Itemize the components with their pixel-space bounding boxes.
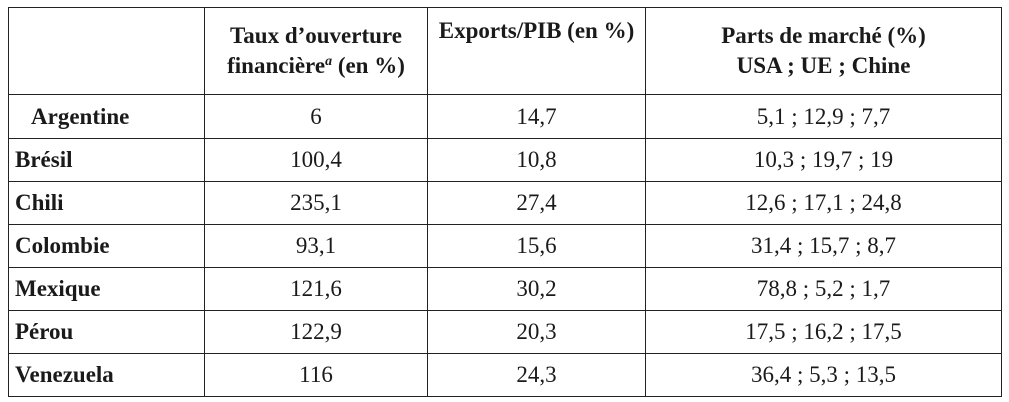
- header-empty-cell: [8, 7, 205, 95]
- country-cell: Brésil: [8, 138, 205, 182]
- country-cell: Chili: [8, 181, 205, 225]
- table-body: Argentine 6 14,7 5,1 ; 12,9 ; 7,7 Brésil…: [8, 94, 1002, 397]
- country-cell: Pérou: [8, 310, 205, 354]
- header-market-shares: Parts de marché (%) USA ; UE ; Chine: [645, 7, 1002, 95]
- shares-cell: 12,6 ; 17,1 ; 24,8: [645, 181, 1002, 225]
- header-financial-openness-suffix: (en %): [332, 53, 405, 78]
- shares-cell: 78,8 ; 5,2 ; 1,7: [645, 267, 1002, 311]
- header-market-shares-line2: USA ; UE ; Chine: [736, 53, 911, 78]
- exports-cell: 30,2: [427, 267, 646, 311]
- header-row: Taux d’ouverture financièrea (en %) Expo…: [8, 7, 1002, 95]
- exports-cell: 15,6: [427, 224, 646, 268]
- header-exports-gdp-label: Exports/PIB (en %): [438, 18, 635, 43]
- openness-cell: 235,1: [204, 181, 428, 225]
- exports-cell: 20,3: [427, 310, 646, 354]
- header-exports-gdp: Exports/PIB (en %): [427, 7, 646, 95]
- country-cell: Argentine: [8, 94, 205, 139]
- openness-cell: 6: [204, 94, 428, 139]
- exports-cell: 14,7: [427, 94, 646, 139]
- exports-cell: 27,4: [427, 181, 646, 225]
- openness-cell: 116: [204, 353, 428, 397]
- openness-cell: 100,4: [204, 138, 428, 182]
- country-cell: Venezuela: [8, 353, 205, 397]
- openness-cell: 122,9: [204, 310, 428, 354]
- table-row: Venezuela 116 24,3 36,4 ; 5,3 ; 13,5: [8, 353, 1002, 397]
- header-financial-openness: Taux d’ouverture financièrea (en %): [204, 7, 428, 95]
- shares-cell: 10,3 ; 19,7 ; 19: [645, 138, 1002, 182]
- footnote-marker: a: [325, 54, 333, 69]
- table-row: Mexique 121,6 30,2 78,8 ; 5,2 ; 1,7: [8, 267, 1002, 311]
- table-row: Pérou 122,9 20,3 17,5 ; 16,2 ; 17,5: [8, 310, 1002, 354]
- table-row: Colombie 93,1 15,6 31,4 ; 15,7 ; 8,7: [8, 224, 1002, 268]
- exports-cell: 24,3: [427, 353, 646, 397]
- shares-cell: 36,4 ; 5,3 ; 13,5: [645, 353, 1002, 397]
- country-cell: Colombie: [8, 224, 205, 268]
- shares-cell: 5,1 ; 12,9 ; 7,7: [645, 94, 1002, 139]
- table-row: Chili 235,1 27,4 12,6 ; 17,1 ; 24,8: [8, 181, 1002, 225]
- header-financial-openness-line1: Taux d’ouverture: [230, 23, 402, 48]
- table-row: Argentine 6 14,7 5,1 ; 12,9 ; 7,7: [8, 94, 1002, 139]
- shares-cell: 31,4 ; 15,7 ; 8,7: [645, 224, 1002, 268]
- data-table: Taux d’ouverture financièrea (en %) Expo…: [8, 7, 1002, 397]
- header-market-shares-line1: Parts de marché (%): [721, 23, 926, 48]
- openness-cell: 121,6: [204, 267, 428, 311]
- header-financial-openness-line2: financière: [227, 53, 326, 78]
- openness-cell: 93,1: [204, 224, 428, 268]
- table-row: Brésil 100,4 10,8 10,3 ; 19,7 ; 19: [8, 138, 1002, 182]
- country-cell: Mexique: [8, 267, 205, 311]
- exports-cell: 10,8: [427, 138, 646, 182]
- table-header: Taux d’ouverture financièrea (en %) Expo…: [8, 7, 1002, 95]
- shares-cell: 17,5 ; 16,2 ; 17,5: [645, 310, 1002, 354]
